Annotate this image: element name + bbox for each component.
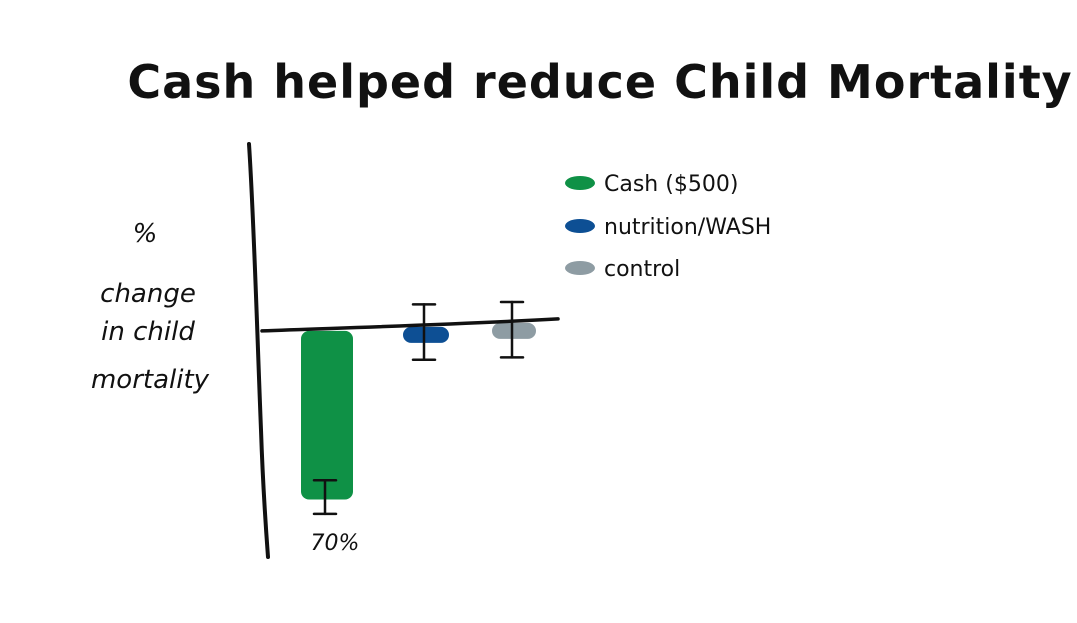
y-axis-label: % change in child mortality (91, 219, 210, 395)
bar-nutrition-wash (403, 326, 449, 343)
error-bar-cash-500 (312, 478, 338, 516)
y-axis-label-line-1: % (133, 219, 158, 249)
data-label-cash-500: 70% (311, 531, 360, 556)
legend-swatch-cash-500 (565, 176, 595, 190)
data-labels-layer: 70% (311, 531, 360, 556)
y-axis-label-line-4: mortality (91, 365, 210, 395)
error-bars-layer (312, 300, 525, 516)
legend-item-cash-500: Cash ($500) (565, 172, 738, 197)
chart-title: Cash helped reduce Child Mortality (127, 55, 1072, 109)
y-axis-label-line-2: change (100, 279, 196, 309)
bar-cash-500 (301, 330, 353, 500)
error-bar-nutrition-wash (411, 303, 437, 362)
legend-item-nutrition-wash: nutrition/WASH (565, 215, 771, 240)
legend-swatch-control (565, 261, 595, 275)
error-bar-control (499, 300, 525, 359)
bar-control (492, 322, 536, 339)
legend: Cash ($500) nutrition/WASH control (565, 172, 771, 282)
zero-baseline (260, 317, 560, 333)
legend-label-cash-500: Cash ($500) (604, 172, 738, 197)
y-axis-line (247, 142, 270, 559)
y-axis-label-line-3: in child (101, 317, 195, 347)
bars-layer (301, 322, 536, 500)
legend-item-control: control (565, 257, 680, 282)
baseline-layer (260, 317, 560, 333)
legend-swatch-nutrition-wash (565, 219, 595, 233)
legend-label-control: control (604, 257, 680, 282)
legend-label-nutrition-wash: nutrition/WASH (604, 215, 771, 240)
